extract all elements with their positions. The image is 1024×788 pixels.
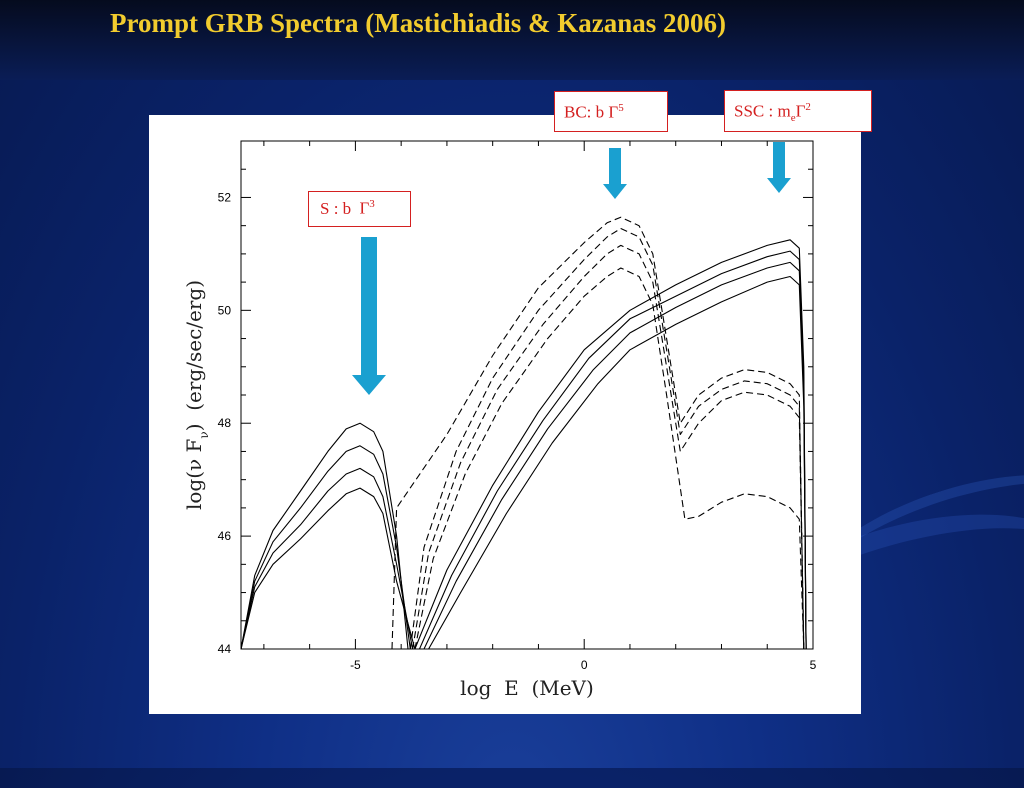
series-line-solid [428,275,807,649]
series-line-solid [241,445,411,649]
y-tick-label: 48 [218,416,232,430]
series-line-solid [418,250,807,649]
series-line-solid [241,467,414,649]
series-line-solid [241,487,416,649]
series-line-dashed [412,244,805,649]
series-line-solid [241,422,409,649]
x-tick-label: -5 [350,658,361,672]
arrow-down-icon [767,142,791,193]
title-band [0,0,1024,80]
y-tick-label: 52 [218,190,232,204]
series-line-dashed [391,216,805,649]
arrow-down-icon [352,237,386,395]
x-tick-label: 5 [810,658,817,672]
annotation-bulk-comptonization: BC: b Γ5 [554,91,668,132]
annotation-synchrotron: S : b Γ3 [308,191,411,227]
series-line-dashed [409,227,805,649]
x-axis-label: log E (MeV) [460,676,594,700]
slide-title: Prompt GRB Spectra (Mastichiadis & Kazan… [110,8,726,38]
gamma-symbol: Γ [795,101,806,121]
gamma-symbol: Γ [608,102,619,122]
y-tick-label: 46 [218,529,232,543]
series-line-dashed [414,267,805,649]
y-tick-label: 44 [218,642,232,656]
series-line-solid [423,261,807,649]
figure-panel: -5 0 5 44 46 48 50 52 log E (MeV) log(ν Fν) (erg/… [149,115,861,714]
arrow-down-icon [603,148,627,199]
annotation-ssc: SSC : meΓ2 [724,90,872,132]
y-axis-label: log(ν Fν) (erg/sec/erg) [182,280,211,510]
y-tick-label: 50 [218,303,232,317]
series-line-solid [414,239,807,649]
gamma-symbol: Γ [359,198,370,218]
x-tick-label: 0 [581,658,588,672]
spectrum-chart: -5 0 5 44 46 48 50 52 log E (MeV) log(ν Fν) (erg/… [182,140,817,700]
